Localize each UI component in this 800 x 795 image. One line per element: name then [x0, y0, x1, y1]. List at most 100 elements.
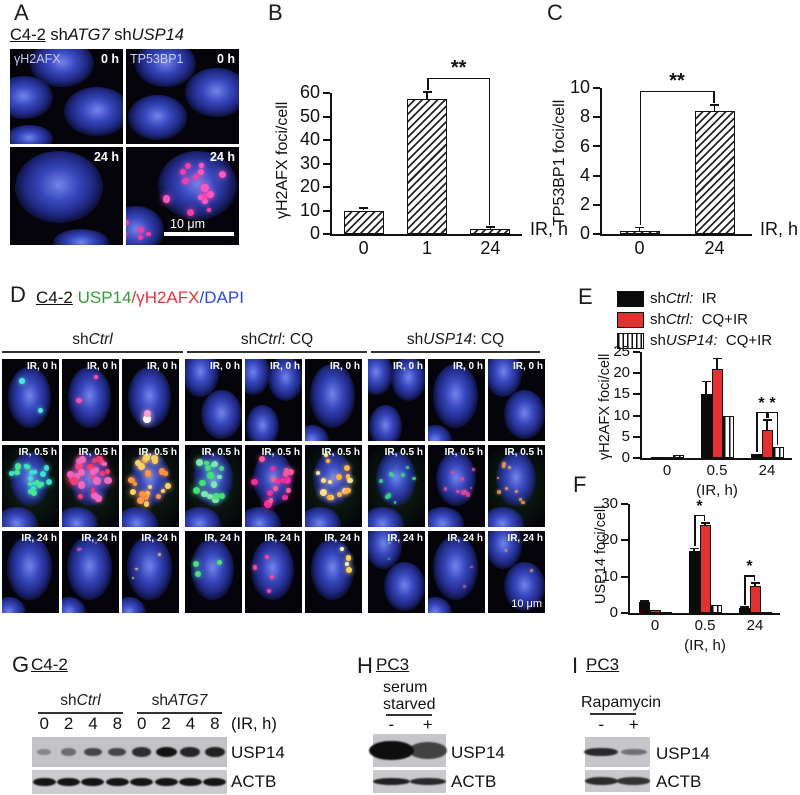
y-tick: [633, 393, 640, 396]
time-label: IR, 24 h: [21, 533, 57, 544]
focus-dot: [344, 489, 349, 494]
focus-dot: [201, 192, 209, 201]
focus-dot: [138, 463, 145, 471]
focus-dot: [210, 481, 218, 488]
focus-dot: [151, 454, 159, 462]
focus-dot: [99, 470, 105, 476]
panel-label-c: C: [547, 0, 563, 25]
focus-dot: [283, 467, 290, 474]
focus-dot: [28, 476, 34, 482]
focus-dot: [28, 470, 34, 476]
text-segment: USP14: [131, 26, 184, 44]
blot-label-actb: ACTB: [656, 772, 702, 791]
protein-band: [203, 777, 227, 787]
lane-label: 2: [161, 714, 171, 733]
focus-dot: [183, 177, 189, 184]
blot-actb: [584, 770, 651, 792]
protein-band: [57, 777, 81, 787]
protein-band: [408, 742, 447, 759]
y-tick: [621, 612, 628, 614]
y-tick: [323, 233, 330, 235]
nucleus: [305, 507, 341, 527]
error-bar: [716, 358, 718, 369]
focus-dot: [388, 472, 394, 477]
protein-band: [178, 777, 202, 787]
microscopy-cell: IR, 0.5 h: [488, 445, 545, 527]
text-segment: C4-2: [36, 288, 73, 307]
focus-dot: [282, 495, 288, 501]
focus-dot: [201, 490, 208, 498]
focus-dot: [347, 477, 354, 484]
focus-dot: [282, 470, 289, 478]
focus-dot: [72, 472, 80, 481]
x-tick-label: 0: [650, 617, 660, 634]
panel-label-g: G: [12, 652, 30, 677]
panel-h-title: PC3: [376, 655, 410, 674]
legend-item: shCtrl: IR: [617, 290, 717, 307]
nucleus: [250, 539, 294, 600]
microscopy-cell: IR, 24 h: [428, 531, 485, 613]
bar: [750, 453, 762, 458]
y-tick: [593, 174, 600, 177]
nucleus: [14, 150, 103, 224]
blot-label-usp14: USP14: [451, 743, 505, 762]
focus-dot: [393, 501, 397, 504]
nucleus: [428, 507, 464, 527]
nucleus: [200, 390, 242, 440]
error-bar-cap: [710, 103, 719, 106]
error-bar: [705, 381, 707, 395]
y-tick-label: 0: [621, 449, 630, 466]
focus-dot: [90, 487, 96, 493]
focus-dot: [325, 459, 330, 464]
text-segment: Ctrl: [76, 692, 101, 709]
error-bar-cap: [712, 357, 722, 360]
microscopy-cell: IR, 24 h: [62, 531, 119, 613]
nucleus: [383, 562, 425, 612]
nucleus: [369, 404, 403, 441]
significance-label: *: [758, 395, 765, 413]
plot-area: 0 2 4 6 8 10 0 24 IR, h **: [570, 70, 798, 258]
microscopy-cell: IR, 0 h: [245, 359, 302, 441]
focus-dot: [287, 468, 294, 475]
error-bar: [426, 91, 428, 99]
chart-c: 0 2 4 6 8 10 0 24 IR, h **: [545, 62, 798, 262]
bar: [711, 368, 723, 458]
nucleus: [122, 596, 146, 613]
focus-dot: [462, 584, 466, 589]
text-segment: : CQ: [281, 331, 314, 348]
focus-dot: [379, 479, 383, 484]
y-tick-label: 0: [609, 604, 618, 621]
focus-dot: [346, 555, 352, 561]
focus-dot: [496, 476, 500, 480]
focus-dot: [197, 168, 204, 175]
lane-label: 4: [185, 714, 196, 733]
nucleus: [6, 535, 53, 600]
y-tick: [323, 92, 330, 94]
significance-bracket: [713, 90, 715, 103]
focus-dot: [502, 464, 505, 468]
text-segment: Ctrl: [88, 331, 113, 348]
focus-dot: [184, 162, 192, 170]
text-segment: USP14: [77, 288, 132, 307]
error-bar: [362, 208, 365, 211]
focus-dot: [207, 472, 214, 479]
focus-dot: [266, 489, 273, 497]
text-segment: DAPI: [204, 288, 244, 307]
focus-dot: [286, 488, 291, 493]
focus-dot: [130, 488, 137, 496]
focus-dot: [400, 472, 406, 478]
scale-bar: [164, 232, 234, 236]
y-tick-label: 10: [613, 406, 630, 424]
bar: [700, 394, 712, 458]
text-segment: ATG7: [67, 26, 110, 44]
microscopy-cell: IR, 0.5 h: [428, 445, 485, 527]
focus-dot: [497, 490, 501, 494]
focus-dot: [92, 467, 99, 473]
y-tick: [593, 145, 600, 148]
time-label: IR, 0 h: [209, 361, 240, 372]
focus-dot: [37, 408, 44, 414]
focus-dot: [43, 465, 49, 471]
x-tick-label: 0: [358, 238, 369, 258]
y-tick-label: 20: [601, 531, 618, 549]
focus-dot: [77, 468, 85, 476]
